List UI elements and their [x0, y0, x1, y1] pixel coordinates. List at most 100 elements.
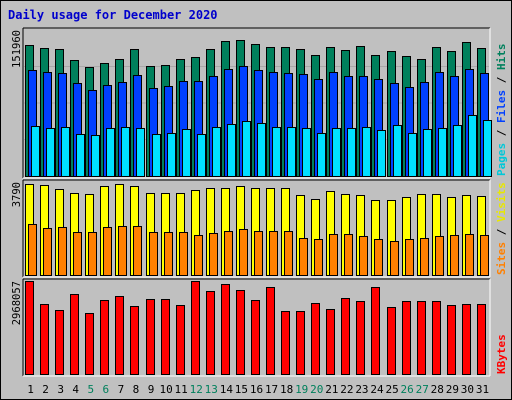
bar-sites-day-1	[28, 224, 37, 276]
bar-sites-day-17	[269, 231, 278, 276]
legend-separator: /	[495, 123, 508, 143]
bar-pages-day-31	[483, 120, 492, 177]
bar-pages-day-14	[227, 124, 236, 177]
x-tick-label-day-28: 28	[431, 383, 444, 396]
bar-sites-day-13	[209, 233, 218, 276]
bar-sites-day-3	[58, 227, 67, 276]
bar-pages-day-4	[76, 134, 85, 177]
x-tick-label-day-14: 14	[220, 383, 234, 396]
bar-kbytes-day-22	[341, 298, 350, 375]
bar-sites-day-4	[73, 232, 82, 276]
bar-kbytes-day-26	[402, 301, 411, 375]
x-tick-label-day-22: 22	[340, 383, 353, 396]
bar-pages-day-6	[106, 128, 115, 177]
bar-pages-day-12	[197, 134, 206, 177]
bar-pages-day-7	[121, 127, 130, 177]
bar-pages-day-26	[408, 133, 417, 177]
bar-sites-day-12	[194, 235, 203, 276]
series-sites	[28, 224, 489, 276]
bar-pages-day-30	[468, 115, 477, 177]
bar-sites-day-25	[390, 241, 399, 276]
panel-hits-files-pages: 151960 Pages / Files / Hits	[11, 27, 508, 179]
legend-kbytes: KBytes	[495, 334, 508, 374]
bar-sites-day-7	[118, 226, 127, 276]
bar-kbytes-day-15	[236, 290, 245, 375]
bar-sites-day-30	[465, 234, 474, 276]
bar-kbytes-day-21	[326, 309, 335, 375]
x-tick-label-day-12: 12	[190, 383, 203, 396]
bar-kbytes-day-10	[161, 299, 170, 375]
legend-item-pages: Pages	[495, 143, 508, 176]
x-tick-label-day-16: 16	[250, 383, 263, 396]
bar-pages-day-19	[302, 128, 311, 177]
bar-kbytes-day-16	[251, 300, 260, 375]
bar-sites-day-29	[450, 235, 459, 276]
legend-visits-sites: Sites / Visits	[495, 182, 508, 275]
bar-kbytes-day-20	[311, 303, 320, 375]
bar-kbytes-day-13	[206, 291, 215, 375]
x-tick-label-day-13: 13	[205, 383, 218, 396]
x-tick-label-day-25: 25	[385, 383, 398, 396]
legend-item-kbytes: KBytes	[495, 334, 508, 374]
bar-kbytes-day-25	[387, 307, 396, 375]
bar-sites-day-16	[254, 231, 263, 276]
bar-pages-day-21	[332, 128, 341, 177]
bar-pages-day-9	[152, 134, 161, 177]
bar-sites-day-9	[149, 232, 158, 276]
bar-kbytes-day-17	[266, 287, 275, 375]
x-tick-label-day-27: 27	[416, 383, 429, 396]
legend-item-hits: Hits	[495, 44, 508, 71]
x-tick-label-day-11: 11	[175, 383, 188, 396]
bar-sites-day-21	[329, 234, 338, 276]
legend-item-files: Files	[495, 90, 508, 123]
bar-kbytes-day-14	[221, 284, 230, 375]
x-tick-label-day-4: 4	[72, 383, 79, 396]
x-tick-label-day-23: 23	[355, 383, 368, 396]
bar-sites-day-19	[299, 238, 308, 276]
x-tick-label-day-7: 7	[118, 383, 125, 396]
chart-title: Daily usage for December 2020	[8, 8, 218, 22]
bar-pages-day-5	[91, 135, 100, 177]
x-tick-label-day-9: 9	[148, 383, 155, 396]
legend-item-visits: Visits	[495, 182, 508, 222]
bar-pages-day-27	[423, 129, 432, 177]
bar-pages-day-13	[212, 127, 221, 177]
x-tick-label-day-20: 20	[310, 383, 323, 396]
bar-sites-day-31	[480, 235, 489, 276]
bar-sites-day-24	[374, 239, 383, 276]
bar-pages-day-10	[167, 133, 176, 177]
bar-sites-day-15	[239, 229, 248, 276]
bar-kbytes-day-1	[25, 281, 34, 375]
x-tick-label-day-15: 15	[235, 383, 248, 396]
bar-sites-day-5	[88, 232, 97, 276]
x-tick-label-day-19: 19	[295, 383, 308, 396]
bar-kbytes-day-19	[296, 311, 305, 375]
x-tick-label-day-5: 5	[87, 383, 94, 396]
series-kbytes	[25, 281, 486, 375]
x-tick-label-day-21: 21	[325, 383, 338, 396]
bar-sites-day-26	[405, 239, 414, 276]
bar-sites-day-28	[435, 236, 444, 276]
bar-pages-day-22	[347, 128, 356, 177]
bar-pages-day-28	[438, 128, 447, 177]
y-max-label: 151960	[11, 30, 23, 68]
panel-kbytes: 2968057 KBytes	[11, 278, 508, 377]
x-tick-label-day-2: 2	[42, 383, 49, 396]
bar-kbytes-day-12	[191, 281, 200, 375]
bar-pages-day-3	[61, 127, 70, 177]
legend-separator: /	[495, 70, 508, 90]
bar-kbytes-day-2	[40, 304, 49, 375]
bar-kbytes-day-9	[146, 299, 155, 375]
bar-sites-day-22	[344, 234, 353, 276]
bar-pages-day-18	[287, 127, 296, 177]
bar-kbytes-day-24	[371, 287, 380, 375]
bar-pages-day-1	[31, 126, 40, 177]
y-max-label: 3790	[11, 182, 23, 207]
bar-sites-day-23	[359, 236, 368, 276]
bar-kbytes-day-11	[176, 305, 185, 375]
bar-kbytes-day-7	[115, 296, 124, 375]
bar-kbytes-day-29	[447, 305, 456, 375]
bar-sites-day-2	[43, 228, 52, 276]
